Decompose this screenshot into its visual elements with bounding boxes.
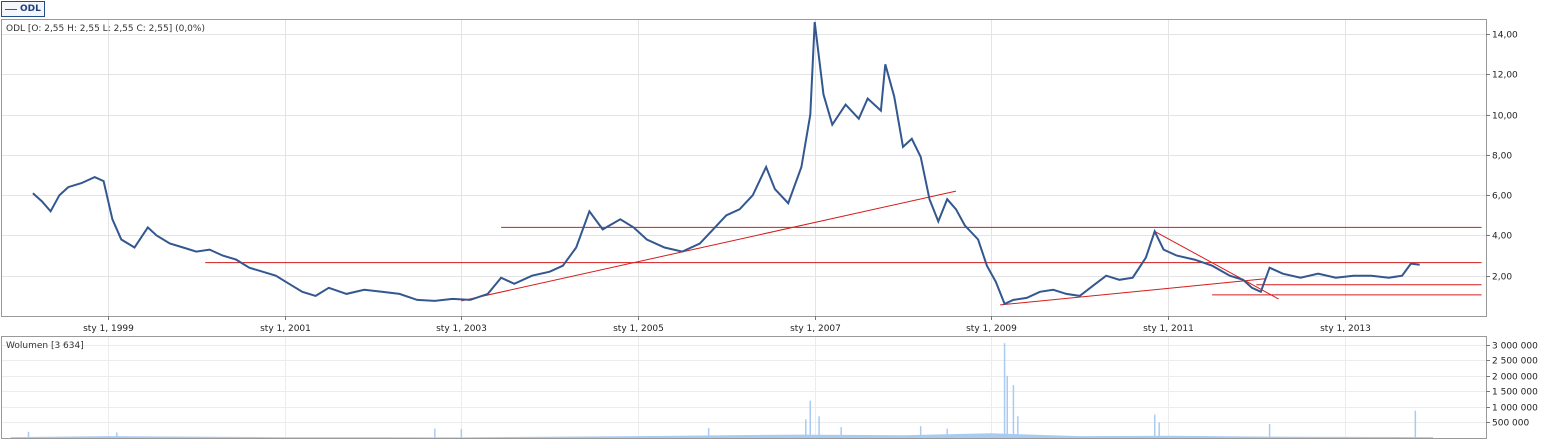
volume-tick-label: 500 000 bbox=[1492, 419, 1529, 429]
y-tick-label: 10,00 bbox=[1492, 112, 1518, 122]
trendline bbox=[1000, 278, 1266, 306]
volume-info-label: Wolumen [3 634] bbox=[6, 341, 84, 351]
y-tick-label: 8,00 bbox=[1492, 152, 1512, 162]
x-tick-label: sty 1, 2011 bbox=[1143, 324, 1194, 334]
x-tick-label: sty 1, 2001 bbox=[260, 324, 311, 334]
price-series-line bbox=[32, 21, 1420, 306]
volume-tick-label: 3 000 000 bbox=[1492, 342, 1538, 352]
legend-symbol: ODL bbox=[20, 4, 41, 14]
volume-panel bbox=[1, 336, 1487, 439]
x-tick-label: sty 1, 2003 bbox=[436, 324, 487, 334]
volume-base-area bbox=[10, 433, 1433, 438]
y-tick-label: 12,00 bbox=[1492, 71, 1518, 81]
volume-tick-label: 2 000 000 bbox=[1492, 373, 1538, 383]
legend-tab[interactable]: ODL bbox=[1, 1, 45, 17]
price-grid bbox=[2, 20, 1486, 316]
volume-grid bbox=[2, 337, 1486, 438]
volume-tick-label: 1 000 000 bbox=[1492, 404, 1538, 414]
y-tick-label: 6,00 bbox=[1492, 192, 1512, 202]
volume-spikes bbox=[27, 343, 1417, 438]
volume-y-axis: 500 000 1 000 000 1 500 000 2 000 000 2 500 … bbox=[1486, 342, 1538, 429]
x-tick-label: sty 1, 2009 bbox=[966, 324, 1017, 334]
price-x-axis: sty 1, 1999 sty 1, 2001 sty 1, 2003 sty 1, … bbox=[83, 316, 1371, 334]
x-tick-label: sty 1, 1999 bbox=[83, 324, 134, 334]
trendline bbox=[461, 190, 957, 302]
x-tick-label: sty 1, 2005 bbox=[613, 324, 664, 334]
y-tick-label: 14,00 bbox=[1492, 31, 1518, 41]
price-info-label: ODL [O: 2,55 H: 2,55 L: 2,55 C: 2,55] (0… bbox=[6, 24, 205, 34]
price-y-axis: 2,00 4,00 6,00 8,00 10,00 12,00 14,00 bbox=[1486, 31, 1518, 283]
y-tick-label: 2,00 bbox=[1492, 273, 1512, 283]
y-tick-label: 4,00 bbox=[1492, 232, 1512, 242]
trendlines bbox=[205, 190, 1482, 306]
legend-line-icon bbox=[5, 8, 17, 10]
volume-tick-label: 1 500 000 bbox=[1492, 388, 1538, 398]
volume-tick-label: 2 500 000 bbox=[1492, 357, 1538, 367]
x-tick-label: sty 1, 2007 bbox=[790, 324, 841, 334]
price-panel bbox=[1, 19, 1487, 317]
x-tick-label: sty 1, 2013 bbox=[1320, 324, 1371, 334]
trendline bbox=[1154, 230, 1279, 300]
